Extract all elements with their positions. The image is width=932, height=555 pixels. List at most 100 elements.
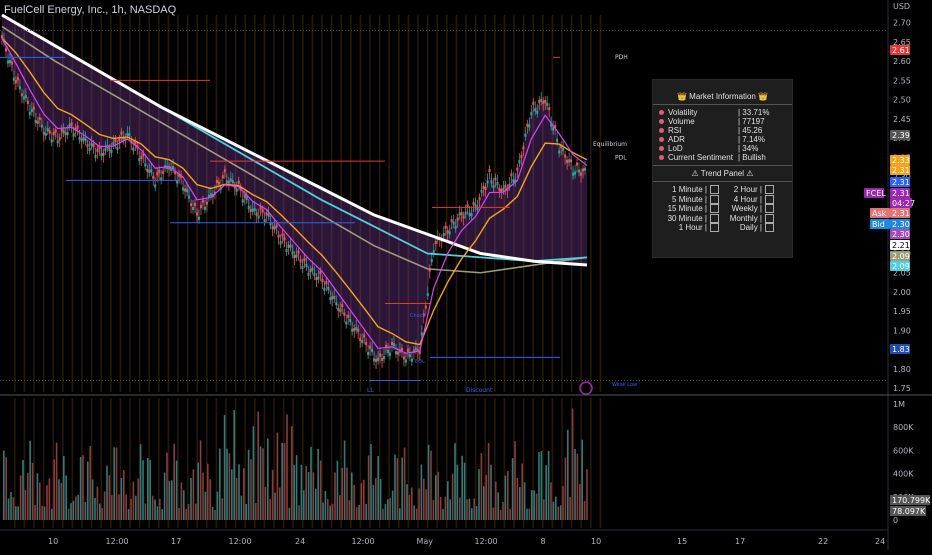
panel-rows: Volatility | 33.71% Volume | 77197 RSI | 45.2… (653, 108, 792, 162)
volume-bar (471, 508, 473, 520)
price-label-text: 2.30 (892, 220, 910, 229)
bullet-icon (659, 110, 664, 115)
candle-body (100, 153, 103, 157)
volume-bar (456, 464, 459, 520)
session-stripe (580, 398, 582, 528)
candle-body (550, 123, 553, 127)
trend-row: 15 Minute | Weekly | (653, 204, 792, 214)
price-label-chip (890, 165, 910, 175)
volume-bar (358, 504, 360, 520)
candle-body (430, 259, 433, 263)
candle-body (510, 173, 513, 177)
session-stripe (129, 15, 131, 392)
candle-body (355, 327, 358, 331)
volume-bar (567, 429, 569, 520)
volume-bar (370, 443, 372, 520)
candle-body (424, 305, 427, 309)
candle-body (402, 356, 405, 360)
candle-body (540, 98, 543, 102)
candle-body (275, 224, 278, 228)
candle-body (142, 153, 145, 157)
volume-bar (178, 507, 180, 520)
volume-bar (235, 478, 238, 520)
volume-bar (343, 440, 346, 520)
volume-bar (103, 491, 106, 520)
volume-bar (483, 486, 485, 520)
candle-body (225, 180, 228, 184)
session-stripe (484, 15, 486, 392)
candle-body (197, 216, 200, 220)
candle-body (337, 307, 340, 311)
candle-body (576, 162, 579, 166)
x-tick-label: 24 (875, 537, 885, 546)
session-stripe (14, 15, 16, 392)
volume-bar (283, 443, 286, 520)
session-stripe (282, 398, 285, 528)
volume-bar (15, 506, 17, 520)
volume-bar (312, 472, 315, 520)
volume-bar (425, 489, 427, 520)
candle-body (227, 180, 230, 184)
candle-body (162, 170, 165, 174)
price-label-chip (890, 251, 910, 261)
session-stripe (599, 15, 602, 392)
candle-body (140, 155, 143, 160)
trend-status-icon (765, 185, 774, 195)
session-stripe (522, 15, 525, 392)
candle-body (184, 188, 187, 192)
volume-bar (96, 486, 99, 520)
volume-bar (108, 475, 111, 520)
session-stripe (503, 15, 506, 392)
candle-body (341, 304, 344, 308)
candle-body (50, 139, 53, 143)
candle-body (442, 232, 445, 237)
session-stripe (62, 15, 64, 392)
volume-bar (89, 446, 91, 520)
volume-bar (420, 464, 423, 520)
session-stripe (494, 398, 496, 528)
volume-bar (490, 464, 492, 520)
trend-row: 1 Minute | 2 Hour | (653, 185, 792, 195)
panel-row-key: Current Sentiment (668, 153, 733, 162)
session-stripe (33, 398, 35, 528)
volume-bar (192, 469, 195, 520)
session-stripe (561, 398, 563, 528)
volume-bar (130, 498, 132, 520)
candle-body (406, 348, 409, 352)
volume-bar (79, 456, 82, 520)
volume-bar (197, 462, 199, 520)
candle-body (88, 147, 91, 151)
session-stripe (234, 15, 237, 392)
price-label-chip (890, 219, 910, 229)
candle-body (26, 100, 29, 104)
session-stripe (42, 398, 45, 528)
candle-body (530, 112, 533, 116)
candle-body (203, 206, 206, 210)
candle-body (375, 358, 378, 362)
volume-bar (291, 426, 293, 520)
session-stripe (186, 398, 189, 528)
x-tick-label: 12:00 (475, 537, 498, 546)
volume-bar (101, 508, 103, 520)
volume-bar (367, 455, 370, 520)
volume-bar (516, 478, 519, 520)
volume-bar (72, 500, 75, 520)
volume-bar (106, 465, 108, 520)
volume-bar (156, 506, 159, 520)
volume-bar (375, 478, 377, 520)
bullet-icon (659, 137, 664, 142)
session-stripe (33, 15, 35, 392)
volume-bar (475, 506, 478, 520)
candle-body (170, 167, 173, 171)
trend-row-left: 1 Hour | (678, 223, 707, 233)
session-stripe (407, 398, 410, 528)
volume-bar (161, 509, 163, 520)
volume-bar (245, 503, 247, 520)
annotation-equilibrium: Equilibrium (593, 141, 627, 148)
candle-body (470, 213, 473, 217)
volume-bar (293, 464, 295, 520)
volume-bar (264, 486, 267, 520)
volume-bar (48, 478, 51, 520)
